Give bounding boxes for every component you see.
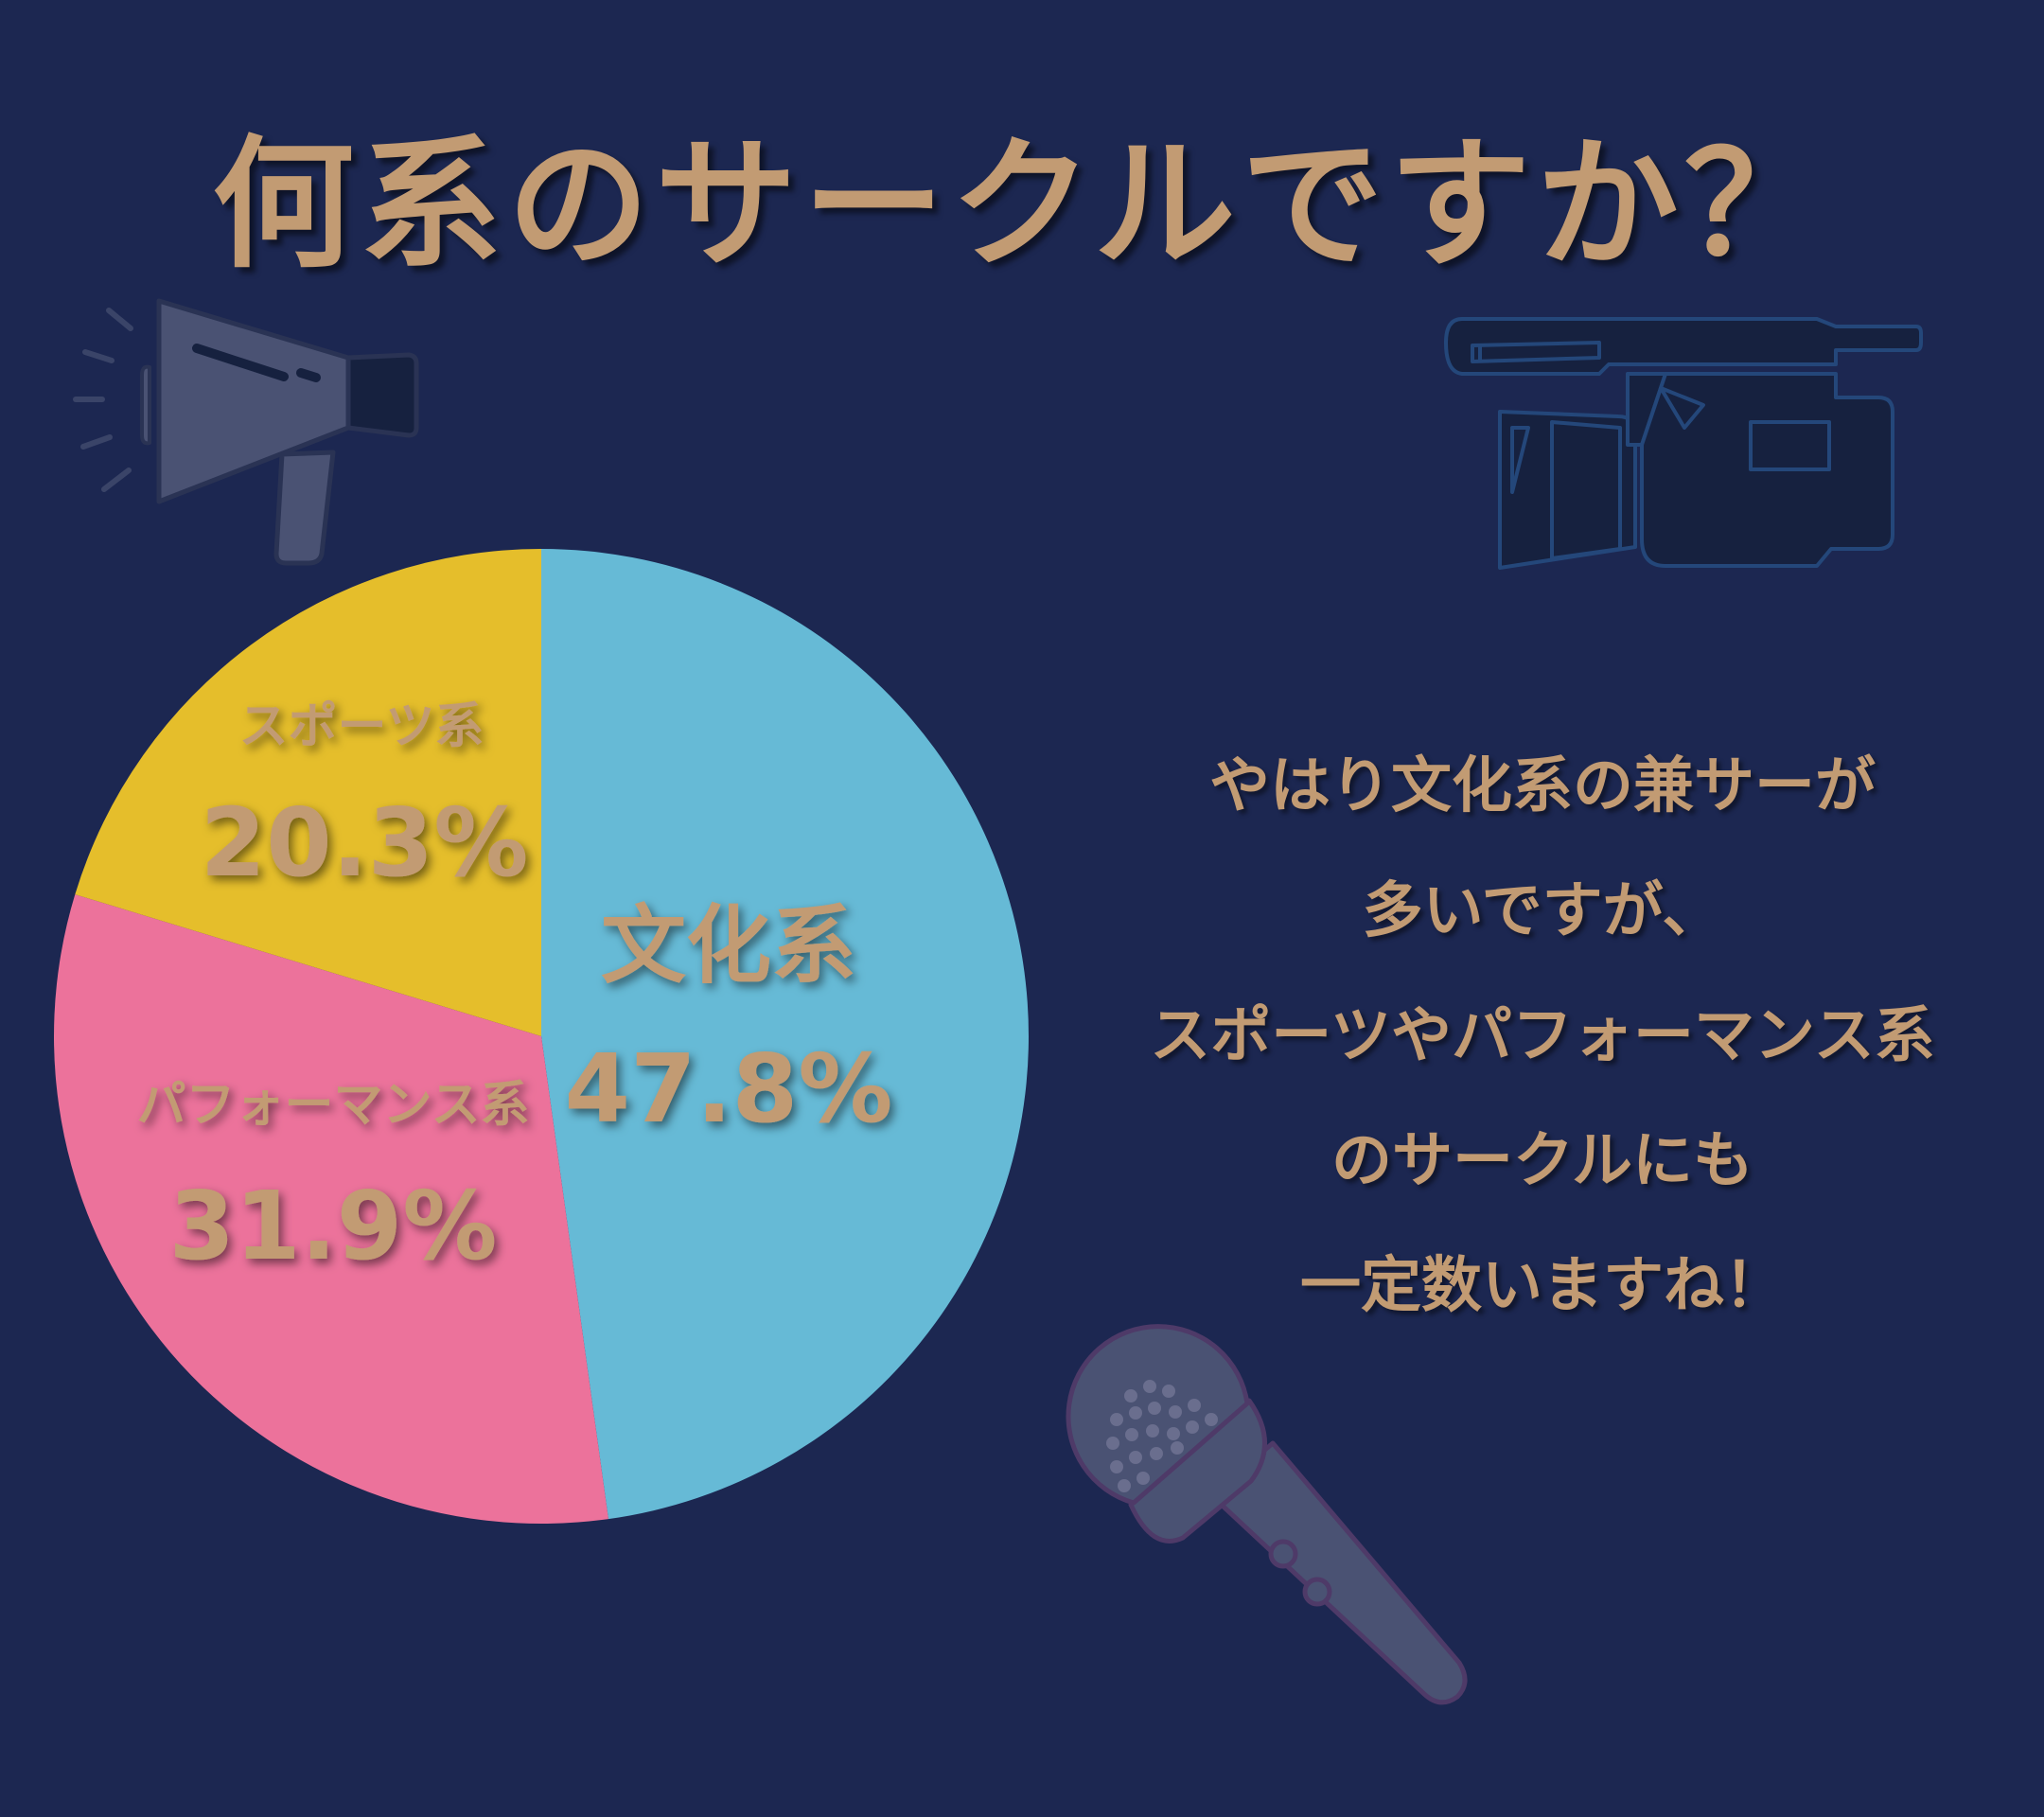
pie-chart xyxy=(53,549,1029,1524)
slice-label: スポーツ系 xyxy=(239,698,485,755)
message-line: のサークルにも xyxy=(1330,1126,1754,1196)
pie-slice xyxy=(541,549,1029,1520)
pie-labels: 文化系 47.8% パフォーマンス系 31.9% スポーツ系 20.3% xyxy=(137,698,893,1281)
pie-slice xyxy=(53,894,608,1524)
slice-value-label: 20.3% xyxy=(201,787,529,898)
chart-title: 何系のサークルですか？ xyxy=(212,121,1832,288)
video-camera-icon xyxy=(1444,317,1923,570)
message-line: 多いですが、 xyxy=(1362,876,1723,946)
message: やはり文化系の兼サーが 多いですが、 スポーツやパフォーマンス系 のサークルにも… xyxy=(1069,724,2016,1349)
slice-label: パフォーマンス系 xyxy=(137,1077,530,1134)
pie-slice xyxy=(75,549,541,1036)
message-line: 一定数いますね！ xyxy=(1300,1251,1785,1321)
slice-value-label: 47.8% xyxy=(565,1033,893,1144)
slice-value-label: 31.9% xyxy=(169,1171,498,1281)
microphone-icon xyxy=(1066,1324,1468,1705)
message-line: スポーツやパフォーマンス系 xyxy=(1150,1001,1935,1071)
message-line: やはり文化系の兼サーが xyxy=(1209,751,1876,821)
slice-label: 文化系 xyxy=(601,895,856,996)
megaphone-icon xyxy=(73,298,419,566)
